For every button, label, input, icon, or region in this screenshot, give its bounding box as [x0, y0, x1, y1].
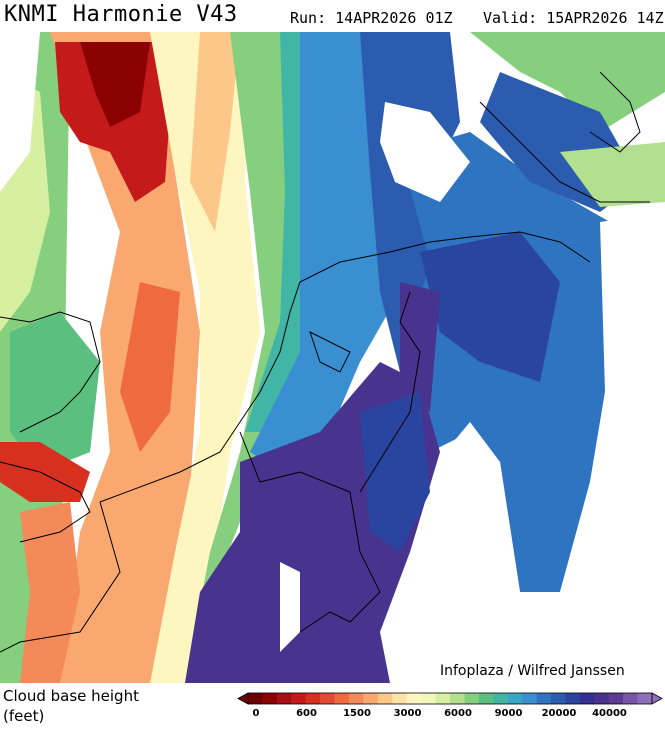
colorbar-label: 0: [253, 708, 260, 719]
colorbar: 0 600 1500 3000 6000 9000 20000 40000: [237, 692, 663, 719]
colorbar-swatch: [565, 693, 581, 704]
colorbar-swatch: [478, 693, 494, 704]
colorbar-swatch: [248, 693, 263, 704]
map-credit: Infoplaza / Wilfred Janssen: [440, 663, 625, 679]
colorbar-swatch: [608, 693, 624, 704]
colorbar-swatch: [637, 693, 653, 704]
colorbar-swatch: [522, 693, 537, 704]
colorbar-swatch: [349, 693, 364, 704]
colorbar-swatch: [536, 693, 552, 704]
model-title: KNMI Harmonie V43: [4, 2, 238, 27]
valid-time: Valid: 15APR2026 14Z: [483, 9, 664, 27]
colorbar-label: 3000: [394, 708, 422, 719]
colorbar-swatch: [594, 693, 610, 704]
colorbar-swatch: [421, 693, 436, 704]
legend-title: Cloud base height (feet): [3, 686, 139, 726]
run-time: Run: 14APR2026 01Z: [290, 9, 453, 27]
colorbar-label: 1500: [343, 708, 371, 719]
colorbar-label: 20000: [542, 708, 577, 719]
colorbar-label: 9000: [495, 708, 523, 719]
colorbar-label: 6000: [444, 708, 472, 719]
colorbar-swatch: [276, 693, 292, 704]
colorbar-swatch: [334, 693, 350, 704]
colorbar-swatch: [551, 693, 566, 704]
colorbar-swatch: [464, 693, 480, 704]
colorbar-swatch: [406, 693, 422, 704]
legend-title-line: Cloud base height: [3, 687, 139, 705]
colorbar-swatch: [623, 693, 638, 704]
colorbar-swatch: [305, 693, 321, 704]
colorbar-swatch: [291, 693, 307, 704]
colorbar-label: 600: [296, 708, 317, 719]
colorbar-swatch: [493, 693, 509, 704]
colorbar-swatch: [579, 693, 595, 704]
colorbar-swatch: [507, 693, 523, 704]
colorbar-swatch: [262, 693, 278, 704]
colorbar-swatch: [363, 693, 379, 704]
colorbar-swatch: [320, 693, 335, 704]
colorbar-high-tip: [651, 692, 663, 705]
colorbar-swatch: [377, 693, 393, 704]
colorbar-swatch: [392, 693, 408, 704]
colorbar-swatch: [435, 693, 451, 704]
colorbar-swatch: [450, 693, 465, 704]
colorbar-low-tip: [237, 692, 249, 705]
legend-unit: (feet): [3, 707, 45, 725]
forecast-map: Infoplaza / Wilfred Janssen: [0, 32, 665, 683]
colorbar-label: 40000: [592, 708, 627, 719]
